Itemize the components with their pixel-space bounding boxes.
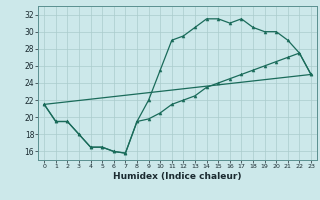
- X-axis label: Humidex (Indice chaleur): Humidex (Indice chaleur): [113, 172, 242, 181]
